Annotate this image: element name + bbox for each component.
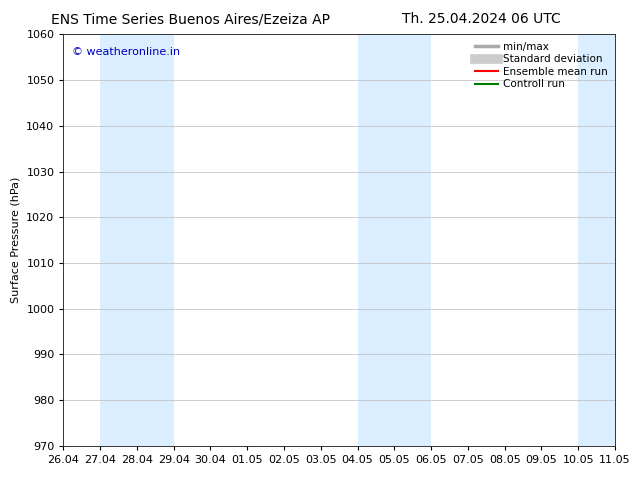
Legend: min/max, Standard deviation, Ensemble mean run, Controll run: min/max, Standard deviation, Ensemble me… (470, 37, 612, 94)
Text: ENS Time Series Buenos Aires/Ezeiza AP: ENS Time Series Buenos Aires/Ezeiza AP (51, 12, 330, 26)
Bar (100, 34, 174, 446)
Text: Th. 25.04.2024 06 UTC: Th. 25.04.2024 06 UTC (403, 12, 561, 26)
Bar (578, 34, 615, 446)
Text: © weatheronline.in: © weatheronline.in (72, 47, 180, 57)
Bar (358, 34, 431, 446)
Y-axis label: Surface Pressure (hPa): Surface Pressure (hPa) (11, 177, 21, 303)
